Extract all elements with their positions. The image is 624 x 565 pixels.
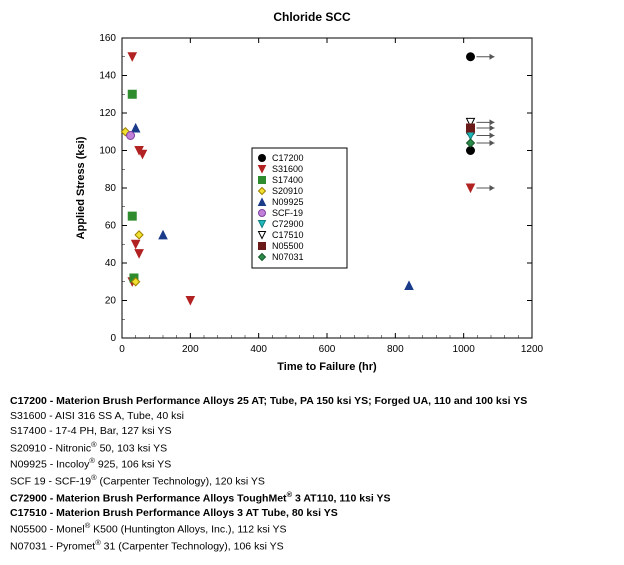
svg-text:C17200: C17200 <box>272 153 304 163</box>
legend-line: S17400 - 17-4 PH, Bar, 127 ksi YS <box>10 424 614 439</box>
svg-text:0: 0 <box>119 344 125 355</box>
chart-title: Chloride SCC <box>62 10 562 24</box>
legend-line: N05500 - Monel® K500 (Huntington Alloys,… <box>10 521 614 538</box>
svg-text:80: 80 <box>105 183 117 194</box>
svg-text:S17400: S17400 <box>272 175 303 185</box>
svg-text:1000: 1000 <box>453 344 476 355</box>
svg-text:0: 0 <box>110 333 116 344</box>
svg-text:Applied Stress (ksi): Applied Stress (ksi) <box>75 136 87 239</box>
material-legend-list: C17200 - Materion Brush Performance Allo… <box>10 386 614 555</box>
legend-line: S31600 - AISI 316 SS A, Tube, 40 ksi <box>10 409 614 424</box>
svg-text:Time to Failure (hr): Time to Failure (hr) <box>277 361 377 373</box>
svg-text:N07031: N07031 <box>272 252 304 262</box>
svg-text:S20910: S20910 <box>272 186 303 196</box>
svg-text:SCF-19: SCF-19 <box>272 208 303 218</box>
chart-container: Chloride SCC 0 200 400 600 800 1000 1200 0 20 40 6… <box>62 10 562 378</box>
svg-text:200: 200 <box>182 344 199 355</box>
svg-text:S31600: S31600 <box>272 164 303 174</box>
svg-text:N05500: N05500 <box>272 241 304 251</box>
scatter-plot: 0 200 400 600 800 1000 1200 0 20 40 60 80 100 120 140 1… <box>62 28 562 378</box>
svg-text:400: 400 <box>250 344 267 355</box>
svg-text:1200: 1200 <box>521 344 544 355</box>
svg-text:C17510: C17510 <box>272 230 304 240</box>
svg-text:20: 20 <box>105 296 117 307</box>
legend-line: C17200 - Materion Brush Performance Allo… <box>10 394 614 409</box>
svg-text:160: 160 <box>99 33 116 44</box>
legend-line: S20910 - Nitronic® 50, 103 ksi YS <box>10 440 614 457</box>
svg-text:N09925: N09925 <box>272 197 304 207</box>
legend-line: N07031 - Pyromet® 31 (Carpenter Technolo… <box>10 538 614 555</box>
legend-line: C72900 - Materion Brush Performance Allo… <box>10 490 614 507</box>
svg-text:600: 600 <box>319 344 336 355</box>
svg-text:60: 60 <box>105 221 117 232</box>
svg-text:800: 800 <box>387 344 404 355</box>
legend-line: C17510 - Materion Brush Performance Allo… <box>10 506 614 521</box>
legend-line: SCF 19 - SCF-19® (Carpenter Technology),… <box>10 473 614 490</box>
svg-text:120: 120 <box>99 108 116 119</box>
legend-line: N09925 - Incoloy® 925, 106 ksi YS <box>10 456 614 473</box>
svg-text:C72900: C72900 <box>272 219 304 229</box>
svg-text:40: 40 <box>105 258 117 269</box>
svg-text:140: 140 <box>99 71 116 82</box>
svg-text:100: 100 <box>99 146 116 157</box>
